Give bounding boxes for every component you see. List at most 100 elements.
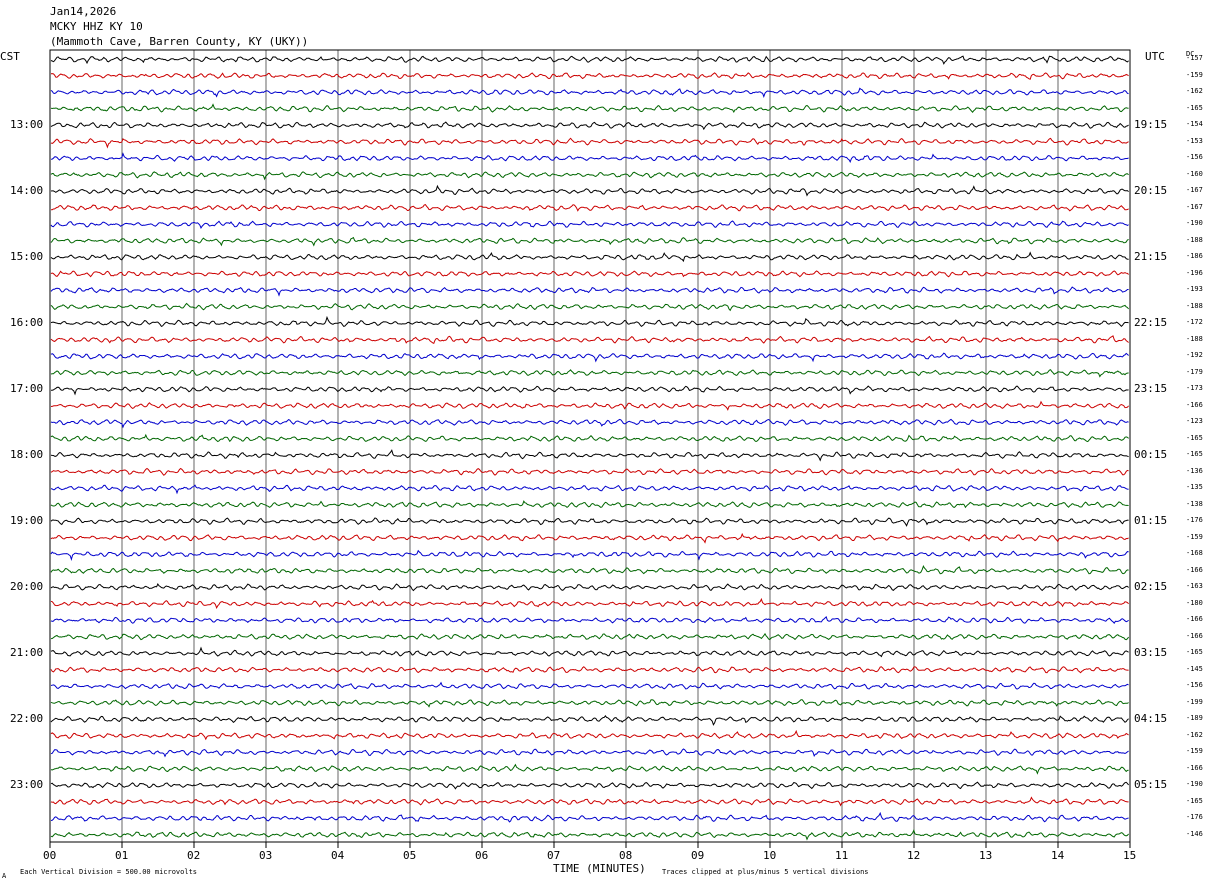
right-hour-label: 05:15 [1134, 778, 1168, 792]
dc-offset-label: -173 [1186, 384, 1203, 393]
x-tick-label: 15 [1123, 849, 1137, 862]
x-tick-label: 00 [43, 849, 57, 862]
x-tick-label: 09 [691, 849, 705, 862]
dc-offset-label: -172 [1186, 318, 1203, 327]
x-tick-label: 08 [619, 849, 633, 862]
chart-station: MCKY HHZ KY 10 [50, 20, 143, 33]
dc-offset-label: -188 [1186, 301, 1203, 310]
trace-line [50, 449, 1129, 462]
trace-line [50, 763, 1129, 775]
dc-offset-label: -165 [1186, 648, 1203, 657]
trace-line [50, 103, 1129, 114]
x-tick-label: 13 [979, 849, 993, 862]
chart-location: (Mammoth Cave, Barren County, KY (UKY)) [50, 35, 309, 48]
dc-offset-label: -168 [1186, 549, 1203, 558]
trace-line [50, 121, 1129, 131]
right-hour-label: 00:15 [1134, 448, 1168, 462]
right-hour-label: 02:15 [1134, 580, 1168, 594]
dc-offset-label: -154 [1186, 120, 1203, 129]
x-tick-label: 05 [403, 849, 417, 862]
dc-offset-label: -165 [1186, 103, 1203, 112]
dc-offset-label: -166 [1186, 763, 1203, 772]
dc-offset-label: -167 [1186, 186, 1203, 195]
trace-line [50, 681, 1129, 690]
dc-offset-label: -162 [1186, 87, 1203, 96]
trace-line [50, 597, 1129, 609]
left-hour-label: 20:00 [10, 580, 44, 594]
x-tick-label: 02 [187, 849, 201, 862]
x-tick-label: 14 [1051, 849, 1065, 862]
trace-line [50, 171, 1129, 181]
dc-offset-label: -188 [1186, 235, 1203, 244]
x-axis-title: TIME (MINUTES) [553, 862, 646, 875]
x-tick-label: 03 [259, 849, 273, 862]
trace-line [50, 335, 1129, 344]
left-hour-label: 22:00 [10, 712, 44, 726]
trace-line [50, 302, 1129, 312]
trace-line [50, 532, 1129, 544]
dc-offset-label: -166 [1186, 631, 1203, 640]
trace-line [50, 467, 1129, 476]
right-hour-label: 04:15 [1134, 712, 1168, 726]
dc-offset-label: -145 [1186, 664, 1203, 673]
right-hour-label: 01:15 [1134, 514, 1168, 528]
x-tick-label: 11 [835, 849, 849, 862]
trace-line [50, 152, 1129, 163]
dc-offset-label: -156 [1186, 681, 1203, 690]
clip-note: Traces clipped at plus/minus 5 vertical … [662, 868, 869, 876]
dc-offset-label: -159 [1186, 532, 1203, 541]
trace-line [50, 549, 1129, 562]
x-tick-label: 12 [907, 849, 921, 862]
dc-offset-label: -159 [1186, 747, 1203, 756]
dc-offset-label: -138 [1186, 499, 1203, 508]
trace-line [50, 632, 1130, 641]
trace-line [50, 220, 1129, 229]
right-hour-label: 21:15 [1134, 250, 1168, 264]
trace-line [50, 582, 1129, 592]
trace-line [50, 729, 1129, 741]
dc-offset-label: -192 [1186, 351, 1203, 360]
dc-offset-label: -136 [1186, 466, 1203, 475]
trace-line [50, 352, 1129, 363]
left-hour-label: 13:00 [10, 118, 44, 132]
dc-offset-label: -190 [1186, 780, 1203, 789]
dc-offset-label: -165 [1186, 450, 1203, 459]
trace-line [50, 517, 1129, 527]
trace-line [50, 204, 1129, 212]
chart-date: Jan14,2026 [50, 5, 117, 18]
dc-offset-label: -166 [1186, 565, 1203, 574]
scale-note: Each Vertical Division = 500.00 microvol… [20, 868, 198, 876]
dc-offset-label: -159 [1186, 70, 1203, 79]
x-tick-label: 04 [331, 849, 345, 862]
x-tick-label: 01 [115, 849, 129, 862]
dc-offset-label: -135 [1186, 483, 1203, 492]
dc-offset-label: -166 [1186, 400, 1203, 409]
dc-offset-label: -156 [1186, 153, 1203, 162]
dc-offset-label: -162 [1186, 730, 1203, 739]
x-tick-label: 10 [763, 849, 777, 862]
trace-line [50, 699, 1129, 708]
right-timezone-label: UTC [1145, 50, 1165, 63]
right-hour-label: 22:15 [1134, 316, 1168, 330]
left-hour-label: 15:00 [10, 250, 44, 264]
dc-offset-label: -176 [1186, 516, 1203, 525]
dc-offset-label: -157 [1186, 54, 1203, 63]
dc-offset-label: -123 [1186, 417, 1203, 426]
trace-line [50, 811, 1129, 823]
dc-offset-label: -176 [1186, 813, 1203, 822]
trace-line [50, 500, 1129, 509]
trace-line [50, 137, 1129, 149]
left-hour-label: 16:00 [10, 316, 44, 330]
x-tick-label: 07 [547, 849, 561, 862]
right-hour-label: 03:15 [1134, 646, 1168, 660]
dc-offset-label: -186 [1186, 252, 1203, 261]
dc-offset-label: -180 [1186, 598, 1203, 607]
trace-line [51, 385, 1129, 396]
left-hour-label: 21:00 [10, 646, 44, 660]
dc-offset-label: -199 [1186, 697, 1203, 706]
dc-offset-label: -146 [1186, 829, 1203, 838]
dc-offset-label: -167 [1186, 202, 1203, 211]
dc-offset-label: -160 [1186, 169, 1203, 178]
trace-line [50, 251, 1129, 263]
